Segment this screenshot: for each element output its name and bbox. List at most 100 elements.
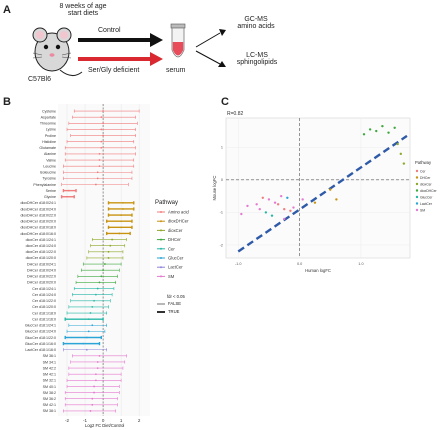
scatter-y-tick: -2 xyxy=(220,243,223,247)
panel-b-label: B xyxy=(3,96,11,108)
forest-row-label: GlucCer d18:1/24:0 xyxy=(25,330,56,334)
forest-row-label: Phenylalanine xyxy=(33,183,56,187)
scatter-point xyxy=(362,133,366,136)
forest-row-label: Histidine xyxy=(42,140,56,144)
forest-legend-label: SM xyxy=(168,274,175,279)
forest-point xyxy=(98,159,101,161)
forest-point xyxy=(82,342,85,345)
scatter-legend-dot xyxy=(415,208,419,212)
age-line-2: start diets xyxy=(67,10,99,17)
forest-point xyxy=(91,397,94,400)
control-arrow xyxy=(78,33,163,47)
forest-row-label: dioxDHCer d18:0/18:0 xyxy=(20,226,56,230)
forest-legend-dot xyxy=(160,211,162,213)
forest-row-label: dioxDHCer d18:0/16:0 xyxy=(20,232,56,236)
forest-point xyxy=(109,244,112,247)
forest-point xyxy=(91,324,94,327)
scatter-r-annotation: R=0.82 xyxy=(227,111,243,117)
fdr-false-label: FALSE xyxy=(168,301,182,306)
scatter-point xyxy=(375,129,378,133)
forest-point xyxy=(96,287,99,290)
forest-row-label: LactCer d18:1/16:0 xyxy=(25,348,56,352)
forest-row-label: SM 34:1 xyxy=(43,360,56,364)
forest-row-label: Cysteine xyxy=(42,109,56,113)
scatter-legend-dot xyxy=(415,202,419,205)
forest-row-label: dioxCer d18:1/22:0 xyxy=(26,250,56,254)
scatter-point xyxy=(399,152,402,156)
scatter-point xyxy=(292,206,295,209)
forest-row-label: Glutamate xyxy=(39,146,56,150)
forest-point xyxy=(102,110,104,112)
panel-a-label: A xyxy=(3,4,11,16)
forest-point xyxy=(94,379,97,382)
gcms-line-1: GC-MS xyxy=(244,16,268,23)
scatter-point xyxy=(289,209,292,212)
scatter-x-tick: -1.0 xyxy=(235,262,242,266)
forest-point xyxy=(91,403,94,406)
scatter-point xyxy=(276,203,280,206)
forest-row-label: DHCer d18:0/24:1 xyxy=(27,262,56,266)
forest-legend-title: Pathway xyxy=(155,200,179,206)
forest-row-label: Cer d18:1/24:1 xyxy=(32,287,56,291)
forest-point xyxy=(100,275,103,278)
scatter-legend-label: Cer xyxy=(420,169,426,173)
scatter-point xyxy=(273,201,277,204)
serum-tube-icon xyxy=(170,23,186,58)
forest-legend-dot xyxy=(160,229,162,232)
forest-point xyxy=(118,232,121,235)
forest-row-label: Threonine xyxy=(40,122,56,126)
forest-x-tick: 1 xyxy=(120,418,123,423)
scatter-point xyxy=(246,204,249,208)
forest-point xyxy=(122,208,124,210)
forest-row-label: Cer d18:1/20:0 xyxy=(32,305,56,309)
forest-point xyxy=(85,348,88,351)
scatter-legend-label: dioxCer xyxy=(420,182,433,186)
scatter-legend-dot xyxy=(415,169,419,173)
scatter-plot-area xyxy=(225,117,411,259)
forest-row-label: SM 42:1 xyxy=(43,373,56,377)
scatter-point xyxy=(258,207,261,211)
fdr-legend-title: fdr < 0.05 xyxy=(167,294,185,299)
scatter-x-label: Human logFC xyxy=(305,268,331,273)
scatter-legend-dot xyxy=(415,182,419,186)
forest-row-label: Cer d18:1/16:0 xyxy=(32,317,56,321)
scatter-y-label: Mouse logFC xyxy=(212,176,217,201)
forest-point xyxy=(96,361,99,363)
forest-row-label: Valine xyxy=(46,158,56,162)
scatter-point xyxy=(301,198,304,201)
forest-legend-label: Cer xyxy=(168,246,175,251)
forest-point xyxy=(67,189,70,192)
forest-point xyxy=(107,250,110,253)
lcms-line-1: LC-MS xyxy=(246,52,268,59)
scatter-legend-dot xyxy=(415,189,419,192)
forest-row-label: Proline xyxy=(45,134,56,138)
forest-point xyxy=(102,269,104,272)
forest-row-label: dioxDHCer d18:0/22:0 xyxy=(20,213,56,217)
forest-row-label: GlucCer d18:1/22:0 xyxy=(25,336,56,340)
scatter-legend-label: SM xyxy=(420,208,425,212)
forest-point xyxy=(94,373,97,376)
scatter-point xyxy=(393,126,396,129)
forest-legend-label: dioxDHCer xyxy=(168,219,189,224)
forest-x-tick: -2 xyxy=(65,418,69,423)
arm-control-label: Control xyxy=(98,27,121,34)
forest-point xyxy=(89,410,92,412)
lcms-line-2: sphingolipids xyxy=(236,59,278,66)
forest-point xyxy=(93,391,95,394)
forest-row-label: Lysine xyxy=(46,128,56,132)
forest-point xyxy=(96,367,99,369)
forest-legend-label: Amino acid xyxy=(168,210,189,215)
scatter-legend-dot xyxy=(415,195,419,199)
forest-row-label: DHCer d18:0/24:0 xyxy=(27,268,56,272)
scatter-legend-dot xyxy=(415,176,419,179)
scatter-legend-label: dioxDHCer xyxy=(420,189,437,193)
forest-row-label: SM 42:2 xyxy=(43,366,56,370)
forest-point xyxy=(98,281,101,284)
forest-point xyxy=(94,183,97,186)
forest-row-label: SM 32:1 xyxy=(43,379,56,383)
forest-point xyxy=(87,318,90,321)
forest-point xyxy=(96,171,99,174)
